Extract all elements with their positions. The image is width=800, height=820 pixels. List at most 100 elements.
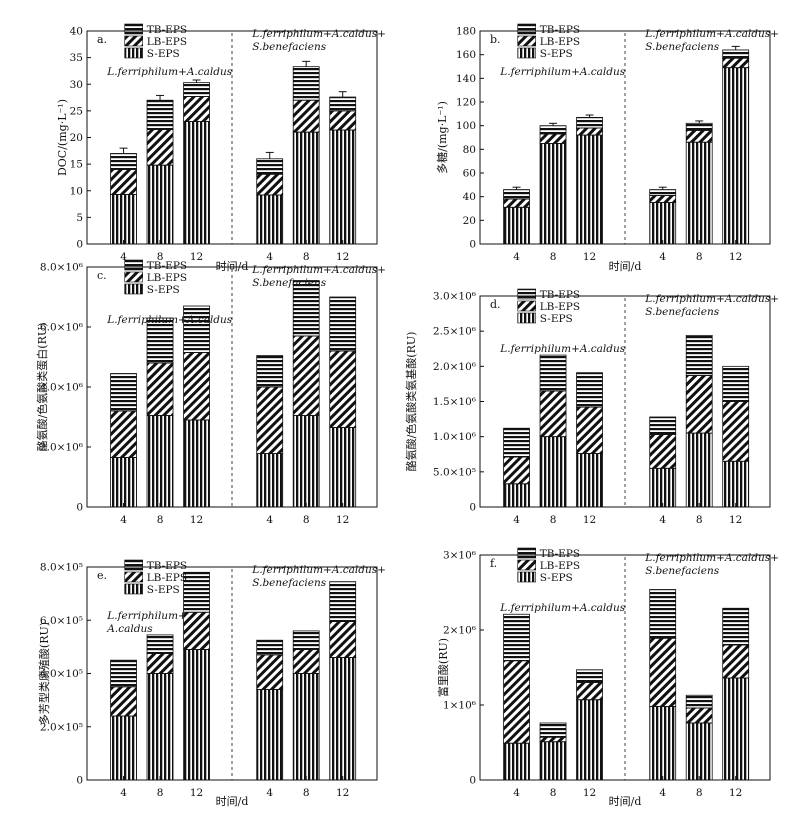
legend-swatch: [517, 23, 537, 35]
bar-lbeps-1: [110, 410, 137, 458]
y-tick-label: 10: [70, 185, 83, 197]
legend-swatch: [124, 559, 143, 571]
bar-tbeps-5: [292, 630, 320, 650]
group-label-right: L.ferriphilum+A.caldus+: [644, 28, 779, 40]
bar-tbeps-3: [183, 571, 210, 613]
bar-lbeps-1: [503, 456, 530, 485]
bar-lbeps-3: [183, 352, 210, 421]
group-label-right: S.benefaciens: [645, 306, 719, 318]
group-label-left: L.ferriphilum+A.caldus: [106, 314, 232, 326]
bar-seps-2: [146, 415, 174, 508]
bar-tbeps-3: [576, 669, 603, 683]
panel-c: 0 2.0×10⁶ 4.0×10⁶ 6.0×10⁶ 8.0×10⁶ 4 8 12 4 8 12 c. T…: [35, 259, 386, 526]
y-tick-label: 8.0×10⁶: [40, 262, 83, 274]
bar-seps-2: [539, 143, 567, 245]
x-tick-label: 4: [659, 787, 666, 799]
x-axis-label: 时间/d: [609, 260, 642, 273]
group-label-right: S.benefaciens: [645, 41, 719, 53]
bar-tbeps-5: [685, 694, 713, 709]
y-tick-label: 35: [70, 52, 83, 64]
bar-tbeps-1: [110, 373, 137, 412]
y-tick-label: 25: [70, 105, 83, 117]
y-tick-label: 20: [70, 132, 83, 144]
bar-lbeps-6: [329, 350, 357, 428]
bar-lbeps-3: [183, 96, 210, 122]
x-tick-label: 12: [583, 514, 596, 526]
y-tick-label: 40: [70, 26, 83, 38]
x-tick-label: 8: [550, 514, 557, 526]
bar-seps-6: [722, 67, 750, 245]
y-tick-label: 4.0×10⁵: [40, 668, 83, 680]
bar-tbeps-6: [722, 49, 750, 59]
bar-seps-2: [146, 164, 174, 245]
bar-seps-3: [576, 699, 603, 781]
bar-seps-4: [649, 202, 677, 245]
legend-swatch: [124, 47, 143, 59]
bar-lbeps-4: [256, 654, 284, 690]
y-tick-label: 0: [469, 775, 476, 787]
y-tick-label: 5: [76, 212, 83, 224]
bar-seps-3: [183, 419, 210, 508]
bar-lbeps-4: [649, 434, 677, 469]
bar-tbeps-4: [649, 189, 677, 196]
legend-swatch: [517, 571, 537, 583]
group-label-right: S.benefaciens: [252, 277, 326, 289]
legend-label: S-EPS: [540, 48, 573, 60]
error-bar: [338, 91, 347, 98]
y-axis-label: 多芳型类腐殖酸(RU): [37, 622, 51, 725]
legend-swatch: [124, 259, 143, 271]
legend-swatch: [124, 571, 143, 583]
bar-lbeps-3: [576, 682, 603, 701]
legend-label: TB-EPS: [147, 260, 187, 272]
x-tick-label: 4: [659, 251, 666, 263]
error-bar: [302, 60, 311, 67]
panel-label: b.: [490, 33, 501, 46]
bar-seps-1: [503, 742, 530, 781]
y-tick-label: 3.0×10⁶: [433, 291, 476, 303]
bar-seps-4: [649, 467, 677, 508]
bar-seps-1: [110, 715, 137, 781]
y-tick-label: 0: [469, 239, 476, 251]
bar-tbeps-5: [685, 122, 713, 131]
y-tick-label: 5.0×10⁵: [433, 466, 476, 478]
x-axis-label: 时间/d: [609, 795, 642, 808]
bar-tbeps-4: [649, 589, 677, 639]
error-bar: [549, 122, 558, 126]
x-tick-label: 12: [729, 251, 742, 263]
panel-d: 0 5.0×10⁵ 1.0×10⁶ 1.5×10⁶ 2.0×10⁶ 2.5×10⁶ 3.0×…: [404, 288, 779, 526]
group-label-right: L.ferriphilum+A.caldus+: [644, 293, 779, 305]
bar-seps-3: [183, 121, 210, 245]
x-tick-label: 4: [659, 514, 666, 526]
bar-lbeps-6: [722, 644, 750, 679]
x-tick-label: 12: [583, 787, 596, 799]
group-label-left: A.caldus: [106, 623, 153, 635]
bar-tbeps-6: [329, 581, 357, 622]
bar-lbeps-2: [539, 133, 567, 144]
group-label-right: L.ferriphilum+A.caldus+: [644, 552, 779, 564]
y-axis-label: 酪氨酸/色氨酸类氨基酸(RU): [404, 332, 418, 472]
bar-seps-5: [292, 131, 320, 245]
legend-label: TB-EPS: [147, 560, 187, 572]
y-tick-label: 80: [463, 144, 476, 156]
legend-swatch: [517, 559, 537, 571]
x-tick-label: 4: [513, 787, 520, 799]
panel-label: a.: [97, 33, 107, 46]
legend-label: S-EPS: [147, 48, 180, 60]
bar-tbeps-2: [539, 125, 567, 135]
x-tick-label: 4: [266, 787, 273, 799]
error-bar: [265, 151, 274, 159]
legend-label: TB-EPS: [540, 548, 580, 560]
y-tick-label: 2.0×10⁶: [40, 442, 83, 454]
legend-swatch: [124, 23, 143, 35]
x-tick-label: 8: [696, 787, 703, 799]
y-tick-label: 120: [456, 97, 476, 109]
legend-swatch: [517, 312, 537, 324]
bar-tbeps-3: [183, 305, 210, 353]
bar-tbeps-4: [256, 355, 284, 388]
y-axis-label: DOC/(mg·L⁻¹): [56, 99, 69, 176]
bar-seps-4: [256, 453, 284, 508]
legend-label: S-EPS: [147, 284, 180, 296]
